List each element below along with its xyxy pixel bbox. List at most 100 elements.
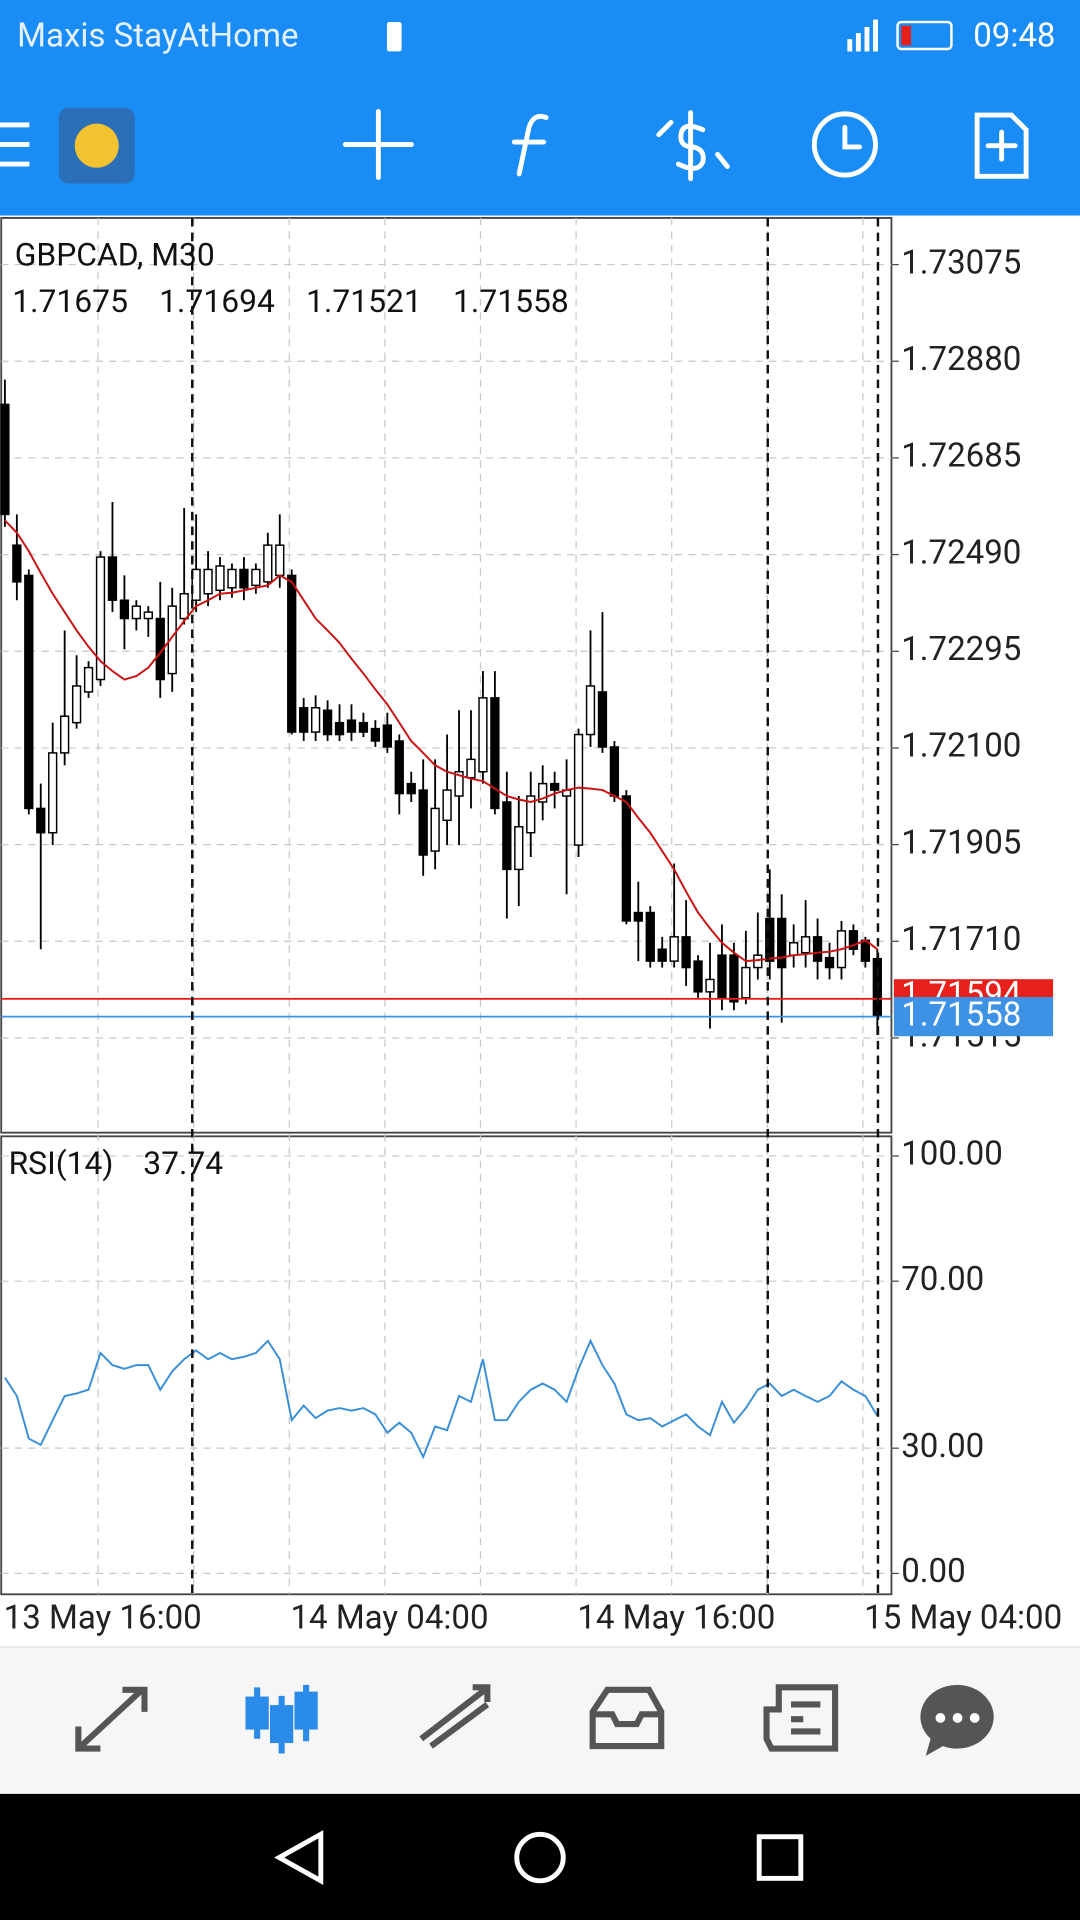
candle-body	[573, 733, 584, 846]
last-low: 1.71521	[306, 282, 422, 320]
candle-body	[585, 685, 596, 736]
candle-body	[848, 930, 859, 950]
carrier: Maxis StayAtHome	[17, 17, 298, 56]
candle-body	[107, 556, 118, 601]
candle-body	[24, 574, 34, 810]
candle-body	[633, 911, 643, 922]
candle-body	[597, 691, 608, 748]
x-tick-label: 14 May 04:00	[290, 1599, 488, 1638]
y-tick-label: 1.72880	[901, 340, 1021, 379]
status-icons	[386, 19, 953, 52]
price-pane	[0, 217, 893, 1134]
candle-body	[466, 758, 476, 779]
chart-tab[interactable]	[245, 1684, 318, 1754]
candle-body	[59, 715, 70, 754]
candle-body	[334, 721, 345, 736]
candle-body	[514, 826, 524, 871]
crosshair-button[interactable]	[342, 108, 414, 181]
y-tick-label: 70.00	[901, 1260, 984, 1299]
y-tick-label: 1.72490	[901, 533, 1021, 572]
candle-body	[442, 789, 452, 822]
indicators-button[interactable]	[511, 113, 549, 177]
clock: 09:48	[973, 17, 1055, 56]
candle-body	[526, 795, 536, 834]
rsi-title: RSI(14)	[9, 1144, 114, 1182]
candle-body	[549, 782, 560, 791]
y-tick-label: 1.73075	[901, 243, 1021, 282]
candle-body	[645, 911, 655, 962]
candle-body	[48, 752, 58, 834]
candle-body	[741, 966, 751, 999]
bid-tag	[893, 997, 1054, 1037]
menu-button[interactable]	[0, 122, 30, 167]
app-icon-logo	[74, 123, 119, 168]
news-tab[interactable]	[763, 1684, 839, 1752]
candle-body	[179, 593, 189, 620]
candle-body	[382, 724, 392, 748]
quotes-tab[interactable]	[75, 1686, 148, 1752]
candle-body	[729, 954, 739, 1003]
candle-body	[358, 721, 369, 733]
y-tick-label: 1.71710	[901, 920, 1021, 959]
candle-body	[227, 568, 237, 589]
candle-body	[418, 789, 428, 856]
candle-body	[95, 556, 106, 681]
candle-body	[36, 807, 46, 834]
rsi-pane	[0, 1135, 893, 1596]
trade-tab[interactable]	[419, 1684, 491, 1749]
y-tick-label: 1.72100	[901, 727, 1021, 766]
candle-body	[299, 707, 309, 733]
symbol-title: GBPCAD, M30	[15, 236, 215, 274]
y-tick-label: 100.00	[901, 1135, 1003, 1174]
objects-button[interactable]	[974, 112, 1029, 179]
history-tab[interactable]	[589, 1686, 665, 1750]
candle-body	[275, 544, 285, 577]
bid-tag-label: 1.71558	[901, 995, 1021, 1034]
period-separators	[191, 217, 880, 1595]
candle-body	[717, 954, 727, 999]
candle-body	[71, 685, 82, 724]
candle-body	[454, 770, 464, 797]
candle-body	[370, 727, 381, 742]
y-tick-label: 1.71905	[901, 823, 1021, 862]
candle-body	[191, 568, 201, 601]
candle-body	[777, 917, 787, 969]
moving-average	[4, 519, 878, 963]
last-open: 1.71675	[12, 282, 128, 320]
candle-body	[812, 936, 823, 962]
candle-body	[263, 544, 273, 583]
candle-body	[203, 568, 213, 595]
top-bar	[0, 0, 1080, 216]
candle-body	[83, 666, 94, 693]
x-tick-label: 15 May 04:00	[864, 1599, 1062, 1638]
candle-body	[478, 697, 488, 773]
candle-body	[0, 403, 10, 516]
nav-bar	[0, 1793, 1080, 1920]
last-close: 1.71558	[453, 282, 569, 320]
back-button[interactable]	[274, 1830, 324, 1885]
trade-button[interactable]	[656, 110, 730, 182]
recents-button[interactable]	[756, 1834, 804, 1881]
x-tick-label: 13 May 16:00	[4, 1599, 202, 1638]
y-tick-label: 1.72685	[901, 437, 1021, 476]
period-button[interactable]	[811, 111, 878, 178]
candle-body	[394, 740, 404, 795]
candle-body	[12, 544, 22, 583]
candle-body	[322, 709, 333, 736]
candle-body	[490, 697, 500, 810]
chat-tab[interactable]	[920, 1684, 994, 1756]
candle-body	[681, 936, 691, 969]
candle-body	[239, 568, 249, 589]
y-tick-label: 0.00	[901, 1552, 965, 1591]
rsi-line	[4, 1338, 879, 1460]
candle-body	[430, 807, 440, 852]
candle-body	[251, 568, 261, 587]
home-button[interactable]	[514, 1831, 566, 1884]
candle-body	[621, 795, 632, 922]
candle-body	[167, 605, 177, 675]
x-tick-label: 14 May 16:00	[577, 1599, 775, 1638]
candle-body	[705, 978, 715, 993]
candle-body	[215, 565, 225, 592]
tab-bar	[0, 1646, 1080, 1794]
